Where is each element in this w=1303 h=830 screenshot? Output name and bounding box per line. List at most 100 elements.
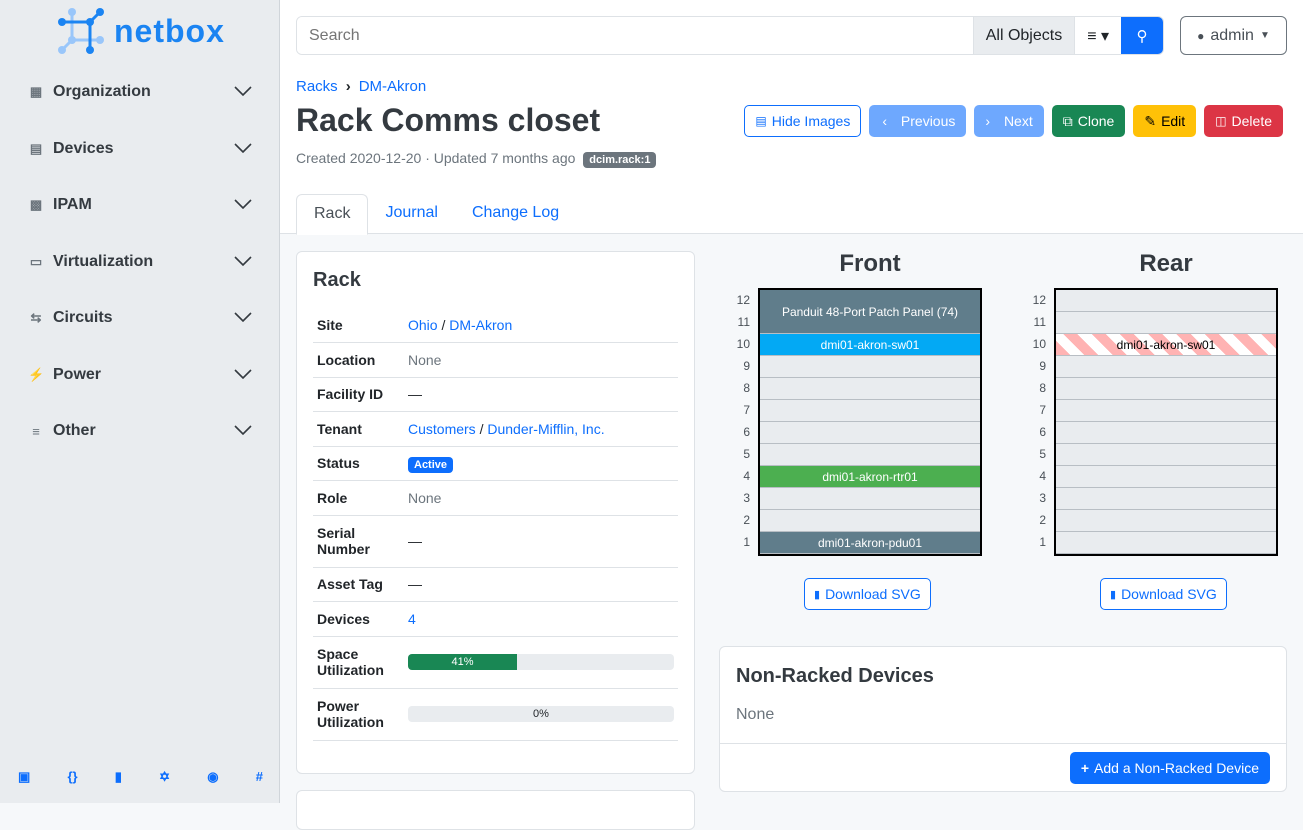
rack-unit-slot[interactable]: [760, 488, 980, 510]
tenant-group-link[interactable]: Customers: [408, 420, 476, 437]
rack-unit-slot[interactable]: [1056, 378, 1276, 400]
next-card: [296, 790, 695, 830]
rack-unit-slot[interactable]: [760, 444, 980, 466]
sidebar-item-label: Power: [53, 366, 102, 383]
notes-icon: ≡: [32, 423, 40, 439]
rack-unit-label: 1: [743, 535, 750, 549]
user-menu[interactable]: ● admin ▼: [1180, 16, 1287, 55]
rack-unit-slot[interactable]: [1056, 356, 1276, 378]
attr-label: Site: [313, 308, 404, 343]
rack-unit-slot[interactable]: [1056, 290, 1276, 312]
attr-label: Asset Tag: [313, 567, 404, 602]
sidebar-item-other[interactable]: ≡ Other: [28, 416, 252, 446]
tab-journal[interactable]: Journal: [385, 204, 438, 221]
rack-unit-slot[interactable]: [1056, 510, 1276, 532]
table-row: Devices 4: [313, 601, 678, 637]
table-row: Serial Number —: [313, 515, 678, 568]
rack-unit-slot[interactable]: [1056, 400, 1276, 422]
plus-icon: +: [1080, 760, 1090, 776]
rack-unit-slot[interactable]: [760, 378, 980, 400]
breadcrumb-site[interactable]: DM-Akron: [358, 78, 427, 95]
add-label: Add a Non-Racked Device: [1094, 760, 1259, 776]
sidebar-item-organization[interactable]: ▦ Organization: [28, 77, 252, 107]
slack-icon[interactable]: #: [255, 769, 263, 784]
next-label: Next: [1003, 113, 1033, 129]
rack-unit-slot[interactable]: [760, 422, 980, 444]
image-icon: ▤: [755, 114, 767, 128]
api-icon[interactable]: {}: [67, 769, 78, 784]
docs-icon[interactable]: ▮: [114, 769, 122, 784]
devices-link[interactable]: 4: [408, 610, 416, 627]
object-meta: Created 2020-12-20 · Updated 7 months ag…: [296, 150, 657, 168]
status-badge: Active: [408, 457, 454, 474]
rack-unit-label: 9: [1039, 359, 1046, 373]
filter-dropdown[interactable]: ≡ ▾: [1074, 17, 1121, 54]
object-id-badge: dcim.rack:1: [583, 152, 657, 168]
github-icon[interactable]: ◉: [207, 769, 219, 784]
sidebar-item-devices[interactable]: ▤ Devices: [28, 134, 252, 164]
object-scope-select[interactable]: All Objects: [972, 17, 1075, 54]
rack-unit-slot[interactable]: [1056, 532, 1276, 554]
sidebar-item-ipam[interactable]: ▩ IPAM: [28, 190, 252, 220]
tab-change-log[interactable]: Change Log: [471, 204, 560, 221]
tenant-link[interactable]: Dunder-Mifflin, Inc.: [487, 420, 605, 437]
attr-label: Tenant: [313, 411, 404, 447]
attr-label: Space Utilization: [313, 636, 404, 689]
rack-unit-slot[interactable]: [1056, 488, 1276, 510]
sidebar-item-circuits[interactable]: ⇆ Circuits: [28, 303, 252, 333]
clone-label: Clone: [1077, 113, 1115, 129]
netbox-logo[interactable]: netbox: [58, 8, 225, 54]
rack-device[interactable]: dmi01-akron-pdu01: [760, 532, 980, 554]
delete-label: Delete: [1231, 113, 1272, 129]
search-input[interactable]: [297, 17, 973, 54]
rack-device[interactable]: Panduit 48-Port Patch Panel (74): [760, 290, 980, 334]
rack-unit-slot[interactable]: [1056, 444, 1276, 466]
page-header: All Objects ≡ ▾ ⚲ ● admin ▼ Racks › DM-Akron…: [280, 0, 1303, 235]
server-icon: ▤: [29, 141, 43, 156]
sidebar-item-virtualization[interactable]: ▭ Virtualization: [28, 247, 252, 277]
rack-unit-label: 6: [1039, 425, 1046, 439]
rack-unit-label: 12: [736, 293, 750, 307]
book-icon[interactable]: ▣: [18, 769, 31, 784]
chevron-down-icon: [234, 196, 252, 214]
graphql-icon[interactable]: ✡: [159, 769, 171, 784]
rack-unit-slot[interactable]: [760, 400, 980, 422]
download-front-svg-button[interactable]: ▮ Download SVG: [804, 578, 931, 610]
domain-icon: ▦: [29, 84, 43, 99]
rack-unit-slot[interactable]: [760, 510, 980, 532]
clone-button[interactable]: ⧉ Clone: [1051, 105, 1126, 137]
region-link[interactable]: Ohio: [408, 317, 438, 333]
tab-rack[interactable]: Rack: [296, 194, 369, 235]
edit-button[interactable]: ✎ Edit: [1133, 105, 1197, 137]
table-row: Status Active: [313, 446, 678, 481]
rack-device[interactable]: dmi01-akron-rtr01: [760, 466, 980, 488]
download-label: Download SVG: [1121, 586, 1217, 602]
previous-button[interactable]: ‹ Previous: [869, 105, 967, 137]
role-value: None: [404, 480, 678, 516]
delete-button[interactable]: ◫ Delete: [1204, 105, 1283, 137]
table-row: Power Utilization 0%: [313, 688, 678, 741]
site-link[interactable]: DM-Akron: [449, 317, 513, 333]
rack-unit-slot[interactable]: [1056, 312, 1276, 334]
brand-name: netbox: [114, 12, 225, 49]
next-button[interactable]: › Next: [974, 105, 1044, 137]
download-rear-svg-button[interactable]: ▮ Download SVG: [1100, 578, 1227, 610]
add-non-racked-device-button[interactable]: + Add a Non-Racked Device: [1069, 752, 1270, 784]
table-row: Facility ID —: [313, 377, 678, 412]
monitor-icon: ▭: [29, 254, 43, 269]
rack-device[interactable]: dmi01-akron-sw01: [1056, 334, 1276, 356]
rack-unit-slot[interactable]: [760, 356, 980, 378]
hide-images-button[interactable]: ▤ Hide Images: [744, 105, 862, 137]
rack-unit-slot[interactable]: [1056, 466, 1276, 488]
search-button[interactable]: ⚲: [1121, 17, 1163, 54]
download-label: Download SVG: [825, 586, 921, 602]
breadcrumb-racks[interactable]: Racks: [296, 78, 338, 95]
rack-unit-label: 10: [736, 337, 750, 351]
rack-unit-slot[interactable]: [1056, 422, 1276, 444]
attr-label: Devices: [313, 601, 404, 637]
counter-icon: ▩: [29, 197, 43, 212]
chevron-down-icon: [234, 422, 252, 440]
table-row: Tenant Customers / Dunder-Mifflin, Inc.: [313, 411, 678, 447]
sidebar-item-power[interactable]: ⚡ Power: [28, 360, 252, 390]
rack-device[interactable]: dmi01-akron-sw01: [760, 334, 980, 356]
